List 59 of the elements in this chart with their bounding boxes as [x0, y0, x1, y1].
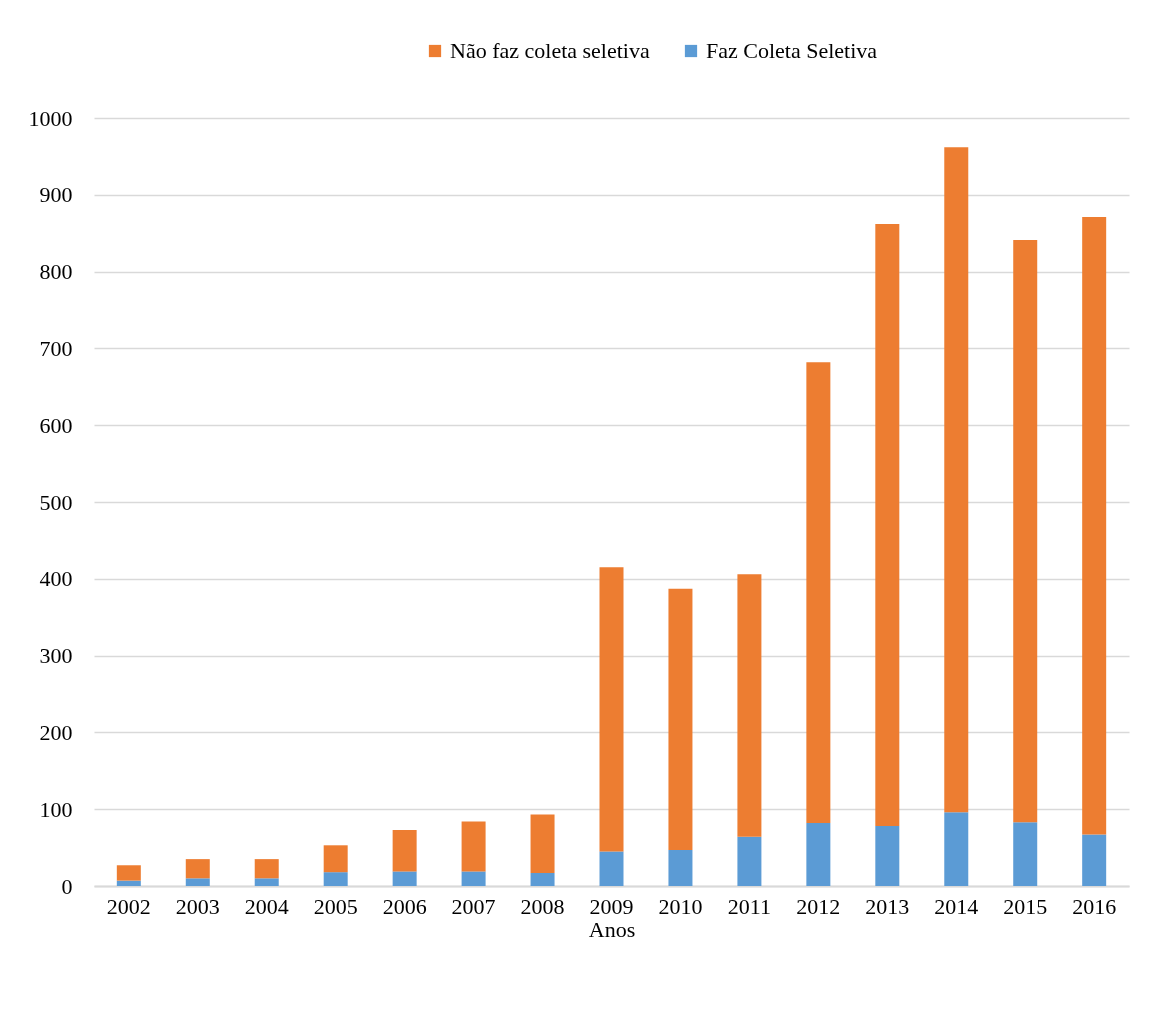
legend-label: Não faz coleta seletiva: [450, 38, 650, 63]
bar: [668, 588, 693, 850]
bar: [461, 871, 486, 886]
bar: [944, 147, 969, 813]
x-tick-label: 2010: [658, 893, 703, 919]
x-tick-label: 2003: [175, 893, 220, 919]
y-tick-label: 500: [39, 489, 73, 515]
x-tick-label: 2002: [106, 893, 151, 919]
bar: [875, 826, 900, 886]
y-tick-label: 400: [39, 566, 73, 592]
y-tick-label: 700: [39, 335, 73, 361]
legend-label: Faz Coleta Seletiva: [706, 38, 878, 63]
x-axis-title: Anos: [588, 916, 636, 942]
bar: [530, 814, 555, 873]
x-tick-label: 2005: [313, 893, 358, 919]
bar: [323, 872, 348, 886]
x-tick-label: 2014: [934, 893, 979, 919]
bar: [392, 829, 417, 872]
y-tick-label: 0: [61, 873, 73, 899]
bar: [806, 362, 831, 824]
bar: [599, 567, 624, 852]
bar: [737, 836, 762, 886]
y-tick-label: 200: [39, 719, 73, 745]
x-tick-label: 2015: [1003, 893, 1048, 919]
bar: [875, 223, 900, 827]
bar: [599, 851, 624, 886]
y-tick-label: 100: [39, 796, 73, 822]
x-tick-label: 2016: [1072, 893, 1117, 919]
bar: [530, 872, 555, 886]
y-tick-label: 900: [39, 182, 73, 208]
bar: [668, 849, 693, 886]
bar: [254, 859, 279, 879]
x-tick-label: 2007: [451, 893, 496, 919]
bar: [461, 821, 486, 872]
x-tick-label: 2011: [727, 893, 771, 919]
bar: [806, 823, 831, 886]
bar: [185, 878, 210, 886]
bar: [185, 859, 210, 879]
y-tick-label: 300: [39, 643, 73, 669]
bar: [1013, 822, 1038, 886]
bar: [1082, 834, 1107, 886]
bar: [737, 574, 762, 837]
bar: [392, 871, 417, 886]
x-tick-label: 2012: [796, 893, 841, 919]
x-tick-label: 2009: [589, 893, 634, 919]
x-tick-label: 2013: [865, 893, 910, 919]
x-tick-label: 2004: [244, 893, 289, 919]
x-tick-label: 2006: [382, 893, 427, 919]
bar: [116, 880, 141, 886]
y-tick-label: 600: [39, 412, 73, 438]
bar: [1013, 240, 1038, 823]
bar: [1082, 217, 1107, 835]
bar: [254, 878, 279, 886]
bar: [944, 812, 969, 886]
x-tick-label: 2008: [520, 893, 565, 919]
bar: [323, 845, 348, 873]
y-tick-label: 1000: [28, 105, 73, 131]
y-tick-label: 800: [39, 259, 73, 285]
bar: [116, 865, 141, 881]
